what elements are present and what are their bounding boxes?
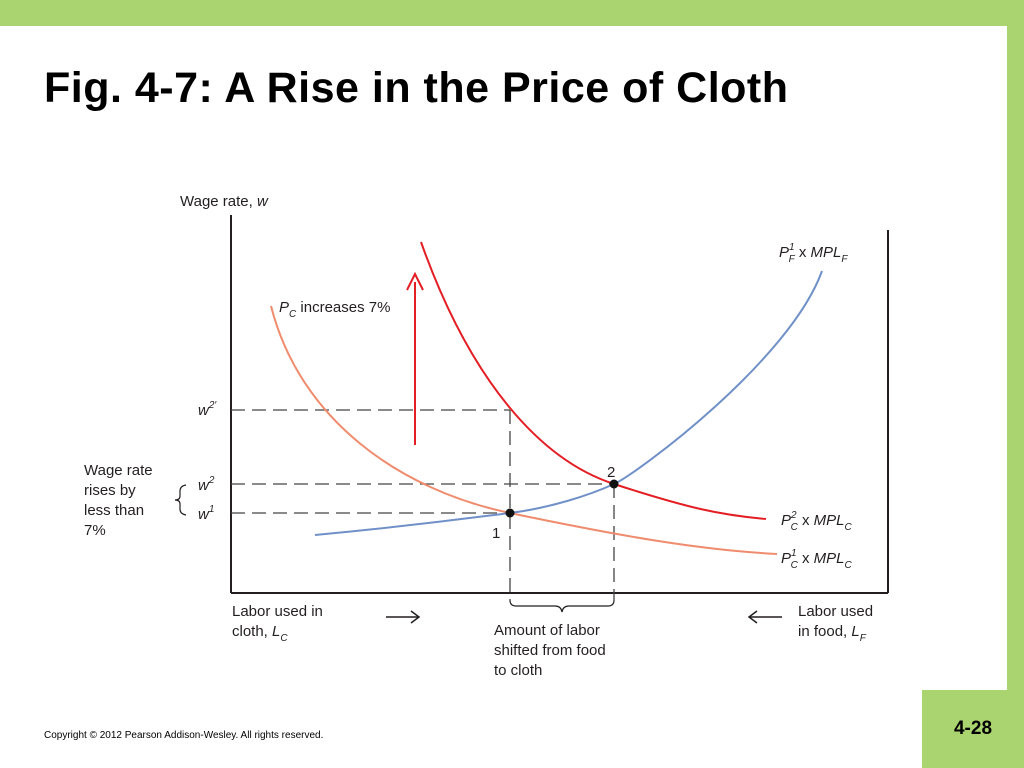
slide-title: Fig. 4-7: A Rise in the Price of Cloth bbox=[44, 64, 789, 112]
equilibrium-point-1 bbox=[505, 508, 515, 518]
labor-shift-brace bbox=[509, 599, 615, 613]
wage-note: Wage rate rises by less than 7% bbox=[84, 462, 157, 539]
equilibrium-point-2 bbox=[609, 479, 619, 489]
point-2-label: 2 bbox=[607, 464, 615, 481]
pc1-mplc-curve bbox=[270, 305, 778, 555]
w2prime-label: w2′ bbox=[198, 400, 217, 419]
pf-mplf-curve bbox=[314, 270, 823, 536]
y-axis-label: Wage rate, w bbox=[180, 193, 269, 210]
labor-shift-annotation: Amount of labor shifted from food to clo… bbox=[494, 622, 610, 679]
copyright-notice: Copyright © 2012 Pearson Addison-Wesley.… bbox=[44, 730, 324, 741]
w1-label: w1 bbox=[198, 504, 214, 523]
point-1-label: 1 bbox=[492, 525, 500, 542]
right-accent-bar bbox=[1007, 0, 1024, 768]
pf-mplf-label: P1 F x MPLF bbox=[779, 242, 848, 265]
wage-rise-brace bbox=[174, 484, 187, 516]
page-number: 4-28 bbox=[922, 690, 1024, 768]
left-direction-arrow-head bbox=[747, 610, 758, 624]
pc1-mplc-label: P1 C x MPLC bbox=[781, 548, 853, 571]
pc2-mplc-label: P2 C x MPLC bbox=[781, 510, 853, 533]
x-right-label: Labor used in food, LF bbox=[798, 603, 877, 644]
top-accent-bar bbox=[0, 0, 1024, 26]
pc-increase-annotation: PC increases 7% bbox=[279, 299, 390, 320]
pc2-mplc-curve bbox=[420, 241, 767, 520]
right-direction-arrow-head bbox=[410, 610, 421, 624]
w2-label: w2 bbox=[198, 475, 215, 494]
x-left-label: Labor used in cloth, LC bbox=[232, 603, 327, 644]
shift-arrow-head bbox=[406, 271, 424, 291]
